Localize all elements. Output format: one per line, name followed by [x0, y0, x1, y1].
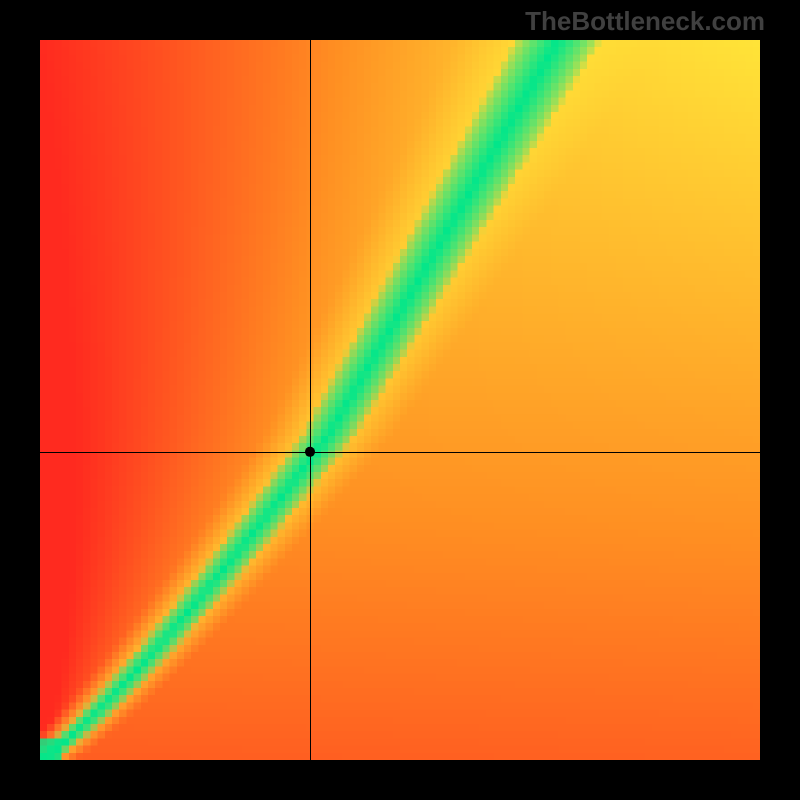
chart-container: TheBottleneck.com — [0, 0, 800, 800]
crosshair-overlay — [0, 0, 800, 800]
watermark-text: TheBottleneck.com — [525, 6, 765, 37]
